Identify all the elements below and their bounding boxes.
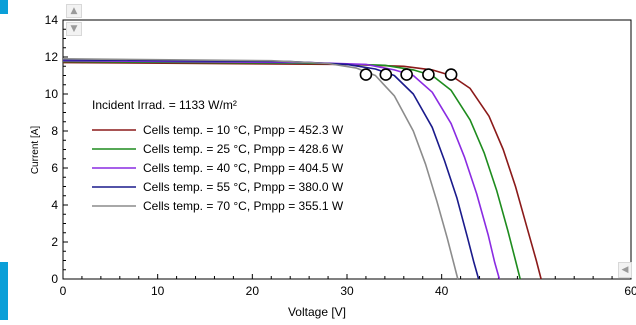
mpp-marker <box>400 68 413 81</box>
legend-entry: Cells temp. = 40 °C, Pmpp = 404.5 W <box>143 161 344 175</box>
mpp-marker <box>444 68 458 81</box>
scroll-up-icon[interactable]: ▲ <box>66 4 82 18</box>
legend-entry: Cells temp. = 70 °C, Pmpp = 355.1 W <box>143 199 344 213</box>
x-tick-label: 10 <box>151 284 165 298</box>
y-tick-label: 6 <box>51 161 58 175</box>
mpp-markers <box>359 68 458 81</box>
series-line-3 <box>62 59 501 280</box>
legend-entry: Cells temp. = 55 °C, Pmpp = 380.0 W <box>143 180 344 194</box>
y-axis-label: Current [A] <box>30 126 41 175</box>
x-axis-label: Voltage [V] <box>288 305 346 319</box>
series-line-1 <box>62 61 542 280</box>
mpp-marker <box>422 68 435 81</box>
y-tick-label: 12 <box>45 50 59 64</box>
axes: 0 10 20 30 40 60 0 2 4 6 8 10 12 14 Voltage [V] Current… <box>30 13 636 319</box>
y-tick-label: 4 <box>51 198 58 212</box>
series-line-5 <box>62 58 459 280</box>
legend-header: Incident Irrad. = 1133 W/m² <box>92 98 237 112</box>
series-line-4 <box>62 59 480 280</box>
series-lines <box>62 58 542 280</box>
legend-entry: Cells temp. = 25 °C, Pmpp = 428.6 W <box>143 142 344 156</box>
x-tick-label: 40 <box>435 284 449 298</box>
y-tick-label: 10 <box>45 87 59 101</box>
scroll-down-icon[interactable]: ▼ <box>66 22 82 36</box>
y-tick-label: 2 <box>51 235 58 249</box>
mpp-marker <box>359 68 373 81</box>
x-tick-label: 60 <box>624 284 636 298</box>
scroll-left-icon[interactable]: ◀ <box>618 262 632 278</box>
legend-entry: Cells temp. = 10 °C, Pmpp = 452.3 W <box>143 123 344 137</box>
x-tick-label: 20 <box>246 284 260 298</box>
y-tick-label: 14 <box>45 13 59 27</box>
x-tick-label: 30 <box>340 284 354 298</box>
legend: Incident Irrad. = 1133 W/m² Cells temp. =… <box>92 98 344 213</box>
left-accent-stripe <box>0 0 12 320</box>
x-tick-label: 0 <box>60 284 67 298</box>
y-tick-label: 8 <box>51 124 58 138</box>
y-tick-label: 0 <box>51 272 58 286</box>
series-line-2 <box>62 60 521 280</box>
mpp-marker <box>379 68 393 81</box>
